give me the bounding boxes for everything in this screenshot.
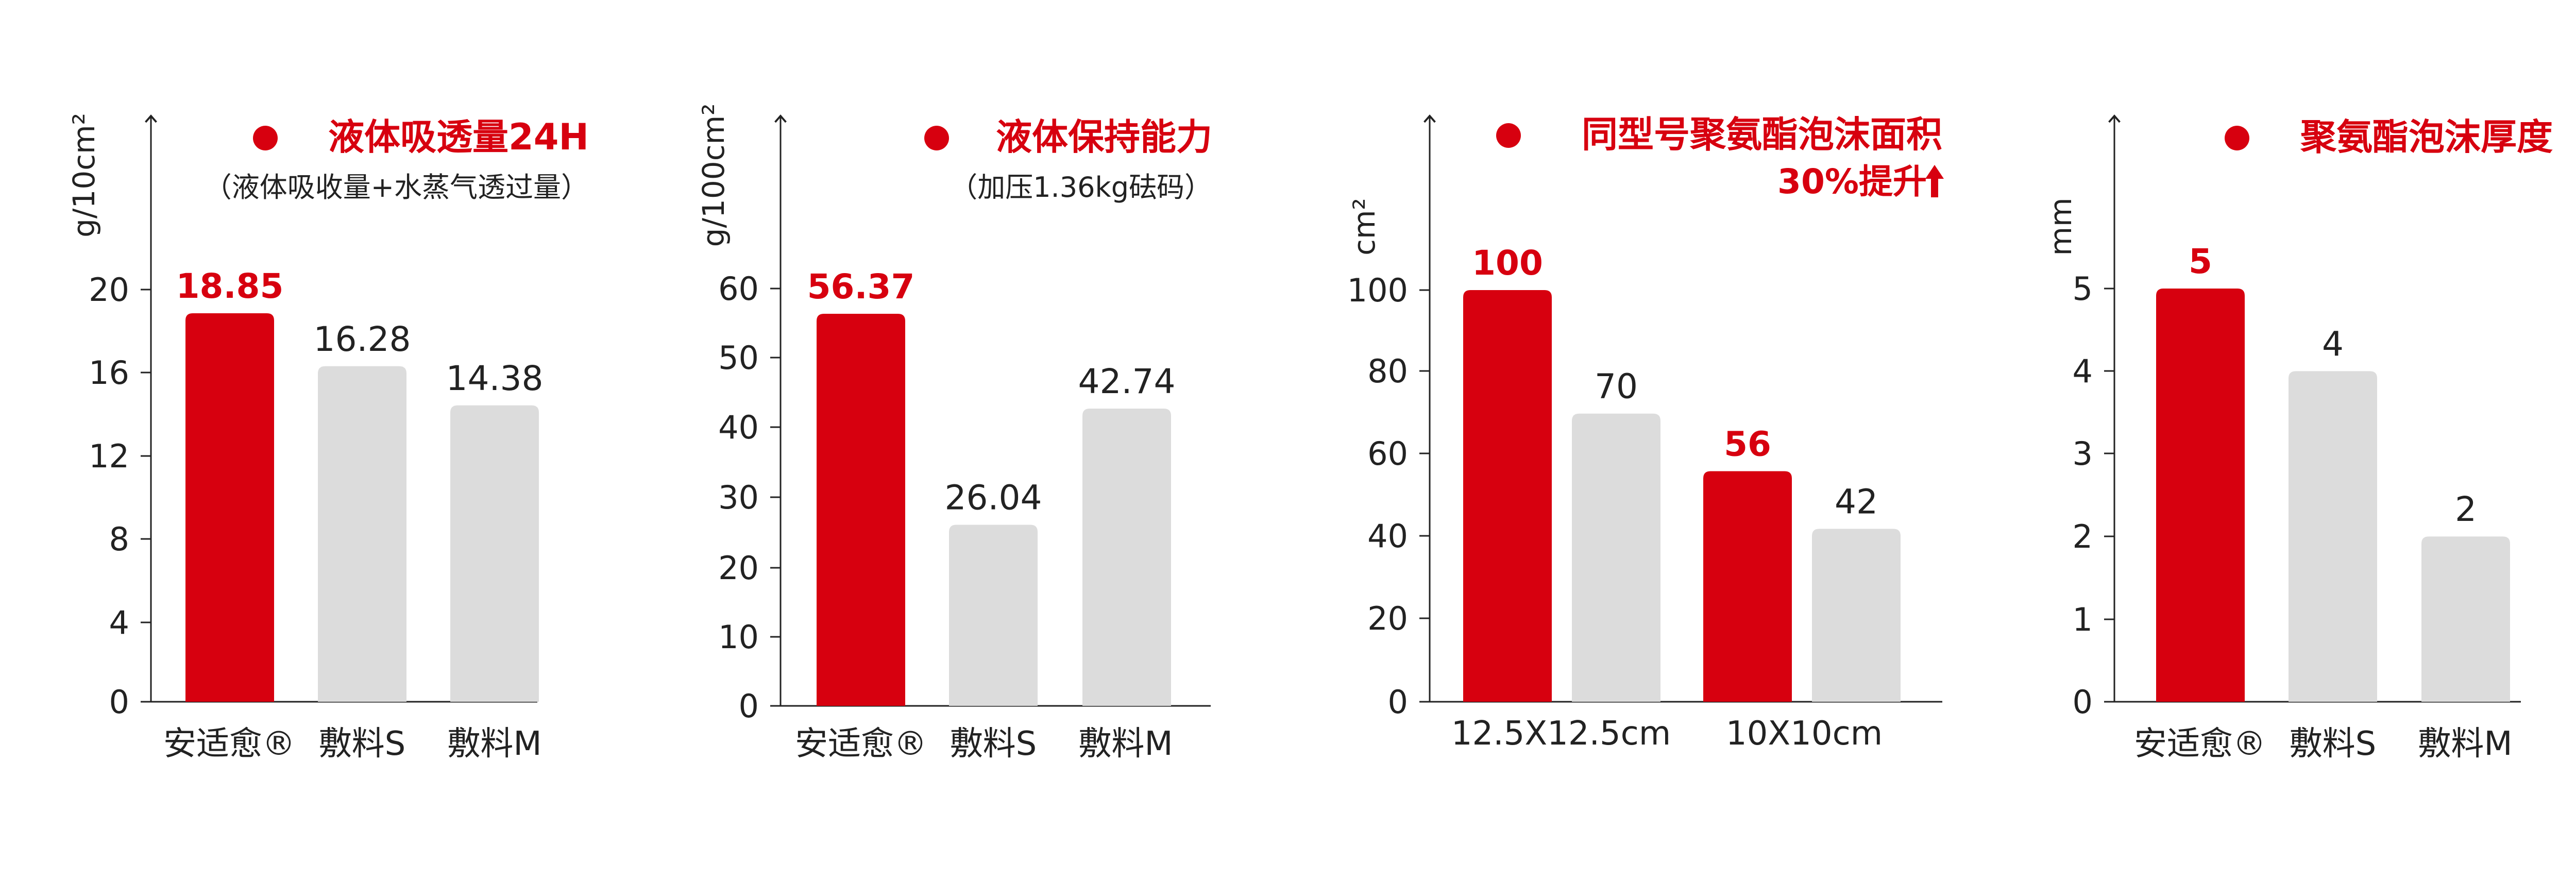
y-tick-label: 100 bbox=[1347, 272, 1408, 309]
category-label: 安适愈® bbox=[163, 725, 295, 763]
bar-value-label: 42.74 bbox=[1078, 362, 1176, 401]
legend-dot bbox=[2225, 126, 2249, 150]
y-tick-label: 2 bbox=[2073, 518, 2093, 555]
y-tick-label: 50 bbox=[718, 339, 759, 377]
bar bbox=[2289, 371, 2377, 702]
category-label: 敷料S bbox=[2290, 725, 2377, 763]
category-label: 敷料M bbox=[447, 725, 541, 763]
y-axis-label: g/10cm² bbox=[66, 113, 101, 238]
chart-subtitle: （液体吸收量+水蒸气透过量） bbox=[204, 171, 589, 204]
bar bbox=[2156, 289, 2245, 702]
chart-title: 同型号聚氨酯泡沫面积 bbox=[1582, 113, 1942, 156]
y-tick-label: 3 bbox=[2073, 435, 2093, 472]
y-tick-label: 30 bbox=[718, 479, 759, 516]
bar-value-label: 56 bbox=[1724, 425, 1771, 464]
legend-dot bbox=[1496, 123, 1521, 148]
chart-title: 液体保持能力 bbox=[996, 116, 1212, 158]
bar-value-label: 42 bbox=[1835, 482, 1878, 521]
bar bbox=[2421, 536, 2510, 702]
bar bbox=[949, 525, 1038, 706]
y-tick-label: 0 bbox=[1388, 683, 1408, 721]
category-label: 12.5X12.5cm bbox=[1451, 715, 1671, 753]
bar bbox=[1082, 409, 1171, 706]
y-axis-label: g/100cm² bbox=[696, 104, 731, 247]
y-axis-label: mm bbox=[2043, 198, 2078, 256]
bar-value-label: 70 bbox=[1595, 367, 1638, 407]
y-tick-label: 20 bbox=[1367, 600, 1408, 637]
category-label: 敷料M bbox=[1078, 725, 1173, 763]
y-tick-label: 4 bbox=[109, 604, 129, 641]
bar-value-label: 16.28 bbox=[314, 319, 411, 359]
y-tick-label: 0 bbox=[739, 687, 759, 725]
bar bbox=[1463, 290, 1552, 702]
chart-1: 0 4 8 12 16 20 g/10cm² 18.85 16.28 14.38 安适愈® 敷料S 敷料… bbox=[66, 113, 589, 763]
y-tick-label: 60 bbox=[718, 270, 759, 308]
bar-value-label: 2 bbox=[2455, 489, 2477, 529]
y-tick-label: 0 bbox=[109, 683, 129, 721]
y-tick-label: 8 bbox=[109, 520, 129, 558]
bar bbox=[1812, 529, 1901, 702]
up-arrow-icon bbox=[1925, 165, 1944, 197]
bar-value-label: 4 bbox=[2322, 324, 2344, 364]
chart-subtitle: 30%提升 bbox=[1777, 162, 1927, 201]
bar bbox=[1703, 471, 1792, 702]
chart-subtitle: （加压1.36kg砝码） bbox=[950, 171, 1212, 204]
y-tick-label: 16 bbox=[89, 354, 129, 392]
category-label: 敷料S bbox=[319, 725, 406, 763]
y-tick-label: 40 bbox=[1367, 517, 1408, 555]
category-label: 10X10cm bbox=[1726, 715, 1883, 753]
bar-value-label: 14.38 bbox=[446, 359, 544, 398]
category-label: 敷料M bbox=[2418, 725, 2512, 763]
bar-value-label: 18.85 bbox=[176, 266, 284, 306]
bar bbox=[450, 405, 539, 702]
y-tick-label: 5 bbox=[2073, 270, 2093, 308]
y-tick-label: 0 bbox=[2073, 683, 2093, 721]
bar bbox=[185, 313, 274, 702]
legend-dot bbox=[253, 126, 278, 150]
bar bbox=[318, 366, 406, 702]
bar-value-label: 26.04 bbox=[945, 478, 1042, 517]
bar-value-label: 5 bbox=[2189, 242, 2212, 281]
chart-title: 聚氨酯泡沫厚度 bbox=[2300, 116, 2553, 158]
legend-dot bbox=[924, 126, 949, 150]
y-axis-label: cm² bbox=[1347, 198, 1382, 256]
y-tick-label: 12 bbox=[89, 437, 129, 475]
category-label: 安适愈® bbox=[2134, 725, 2266, 763]
category-label: 安适愈® bbox=[795, 725, 927, 763]
chart-3: 0 20 40 60 80 100 cm² 100 70 56 42 12.5X12.5cm 10X10… bbox=[1347, 113, 1944, 753]
y-tick-label: 80 bbox=[1367, 352, 1408, 390]
chart-4: 0 1 2 3 4 5 mm 5 4 2 安适愈® 敷料S 敷料M 聚氨酯泡沫厚度 bbox=[2043, 114, 2553, 763]
y-tick-label: 60 bbox=[1367, 435, 1408, 472]
y-tick-label: 1 bbox=[2073, 601, 2093, 638]
chart-2: 0 10 20 30 40 50 60 g/100cm² 56.37 26.04 42.74 安适愈®… bbox=[696, 104, 1212, 763]
bar-value-label: 56.37 bbox=[807, 267, 915, 307]
y-tick-label: 4 bbox=[2073, 352, 2093, 390]
y-tick-label: 20 bbox=[718, 549, 759, 587]
category-label: 敷料S bbox=[950, 725, 1037, 763]
bar-value-label: 100 bbox=[1472, 243, 1543, 283]
y-tick-label: 20 bbox=[89, 271, 129, 309]
y-tick-label: 10 bbox=[718, 618, 759, 656]
chart-title: 液体吸透量24H bbox=[328, 116, 589, 158]
y-tick-label: 40 bbox=[718, 409, 759, 446]
bar bbox=[1572, 413, 1660, 702]
bar bbox=[817, 314, 905, 706]
